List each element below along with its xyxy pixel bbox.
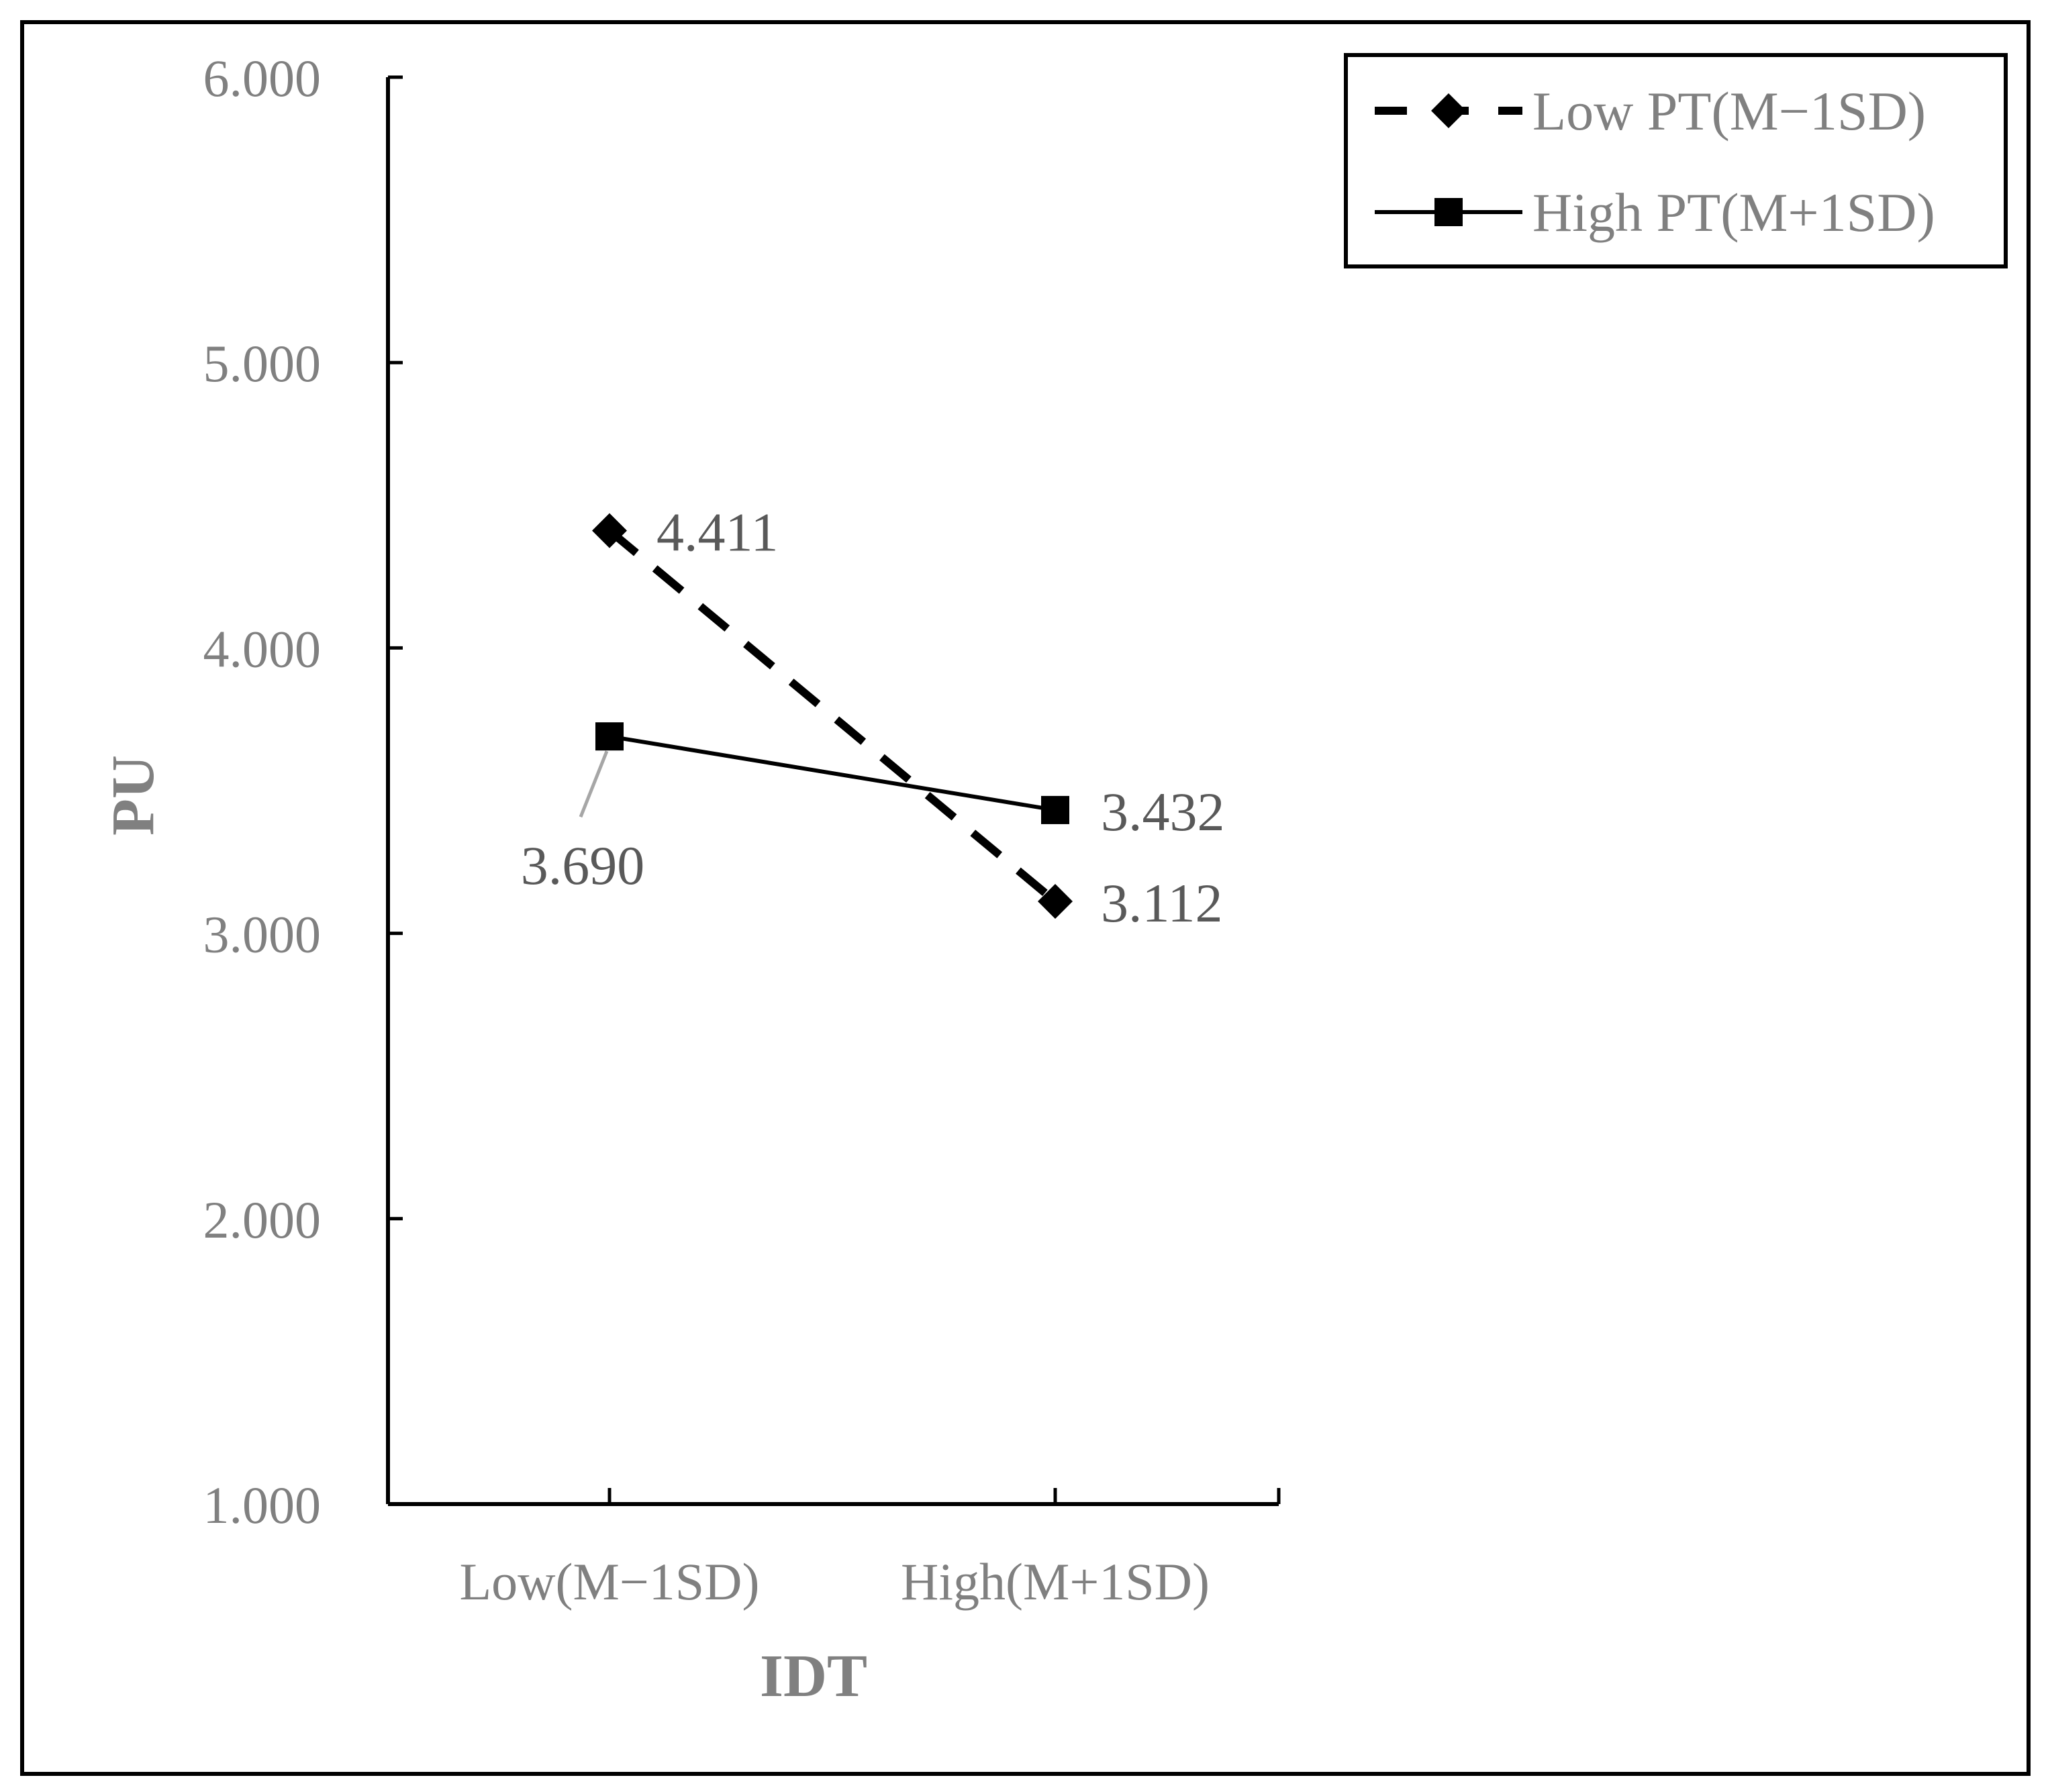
y-tick-label: 3.000 [203,905,322,964]
legend-diamond-marker [1431,93,1466,128]
leader-line [579,750,609,818]
labels-layer: 4.411 3.112 3.432 3.690 [521,502,1225,934]
y-axis-title: PU [100,755,166,836]
data-label: 4.411 [656,502,778,563]
diamond-marker [592,513,627,548]
legend: Low PT(M−1SD) High PT(M+1SD) [1344,53,2008,268]
x-axis-title: IDT [760,1643,867,1709]
axes: 1.000 2.000 3.000 4.000 5.000 6.000 Low(M−1SD)… [100,49,1281,1709]
y-tick-label: 2.000 [203,1191,322,1249]
legend-label: Low PT(M−1SD) [1532,81,1926,142]
y-tick-label: 1.000 [203,1476,322,1534]
diamond-marker [1038,883,1073,919]
series-high-pt [595,722,1069,824]
square-marker [1041,795,1069,824]
legend-box [1344,53,2008,268]
x-tick-label: High(M+1SD) [901,1552,1210,1611]
data-label: 3.112 [1101,873,1222,934]
series-line [607,528,1058,905]
square-marker [595,722,624,751]
chart-frame [20,20,2031,1776]
legend-label: High PT(M+1SD) [1532,182,1935,243]
y-tick-label: 5.000 [203,334,322,393]
data-label: 3.690 [521,835,645,896]
series-low-pt [592,513,1073,919]
legend-square-marker [1434,198,1463,226]
y-tick-label: 6.000 [203,49,322,107]
series-line [609,734,1056,812]
y-tick-label: 4.000 [203,619,322,678]
series-layer [592,513,1073,919]
x-tick-label: Low(M−1SD) [460,1552,760,1611]
data-label: 3.432 [1101,781,1225,842]
